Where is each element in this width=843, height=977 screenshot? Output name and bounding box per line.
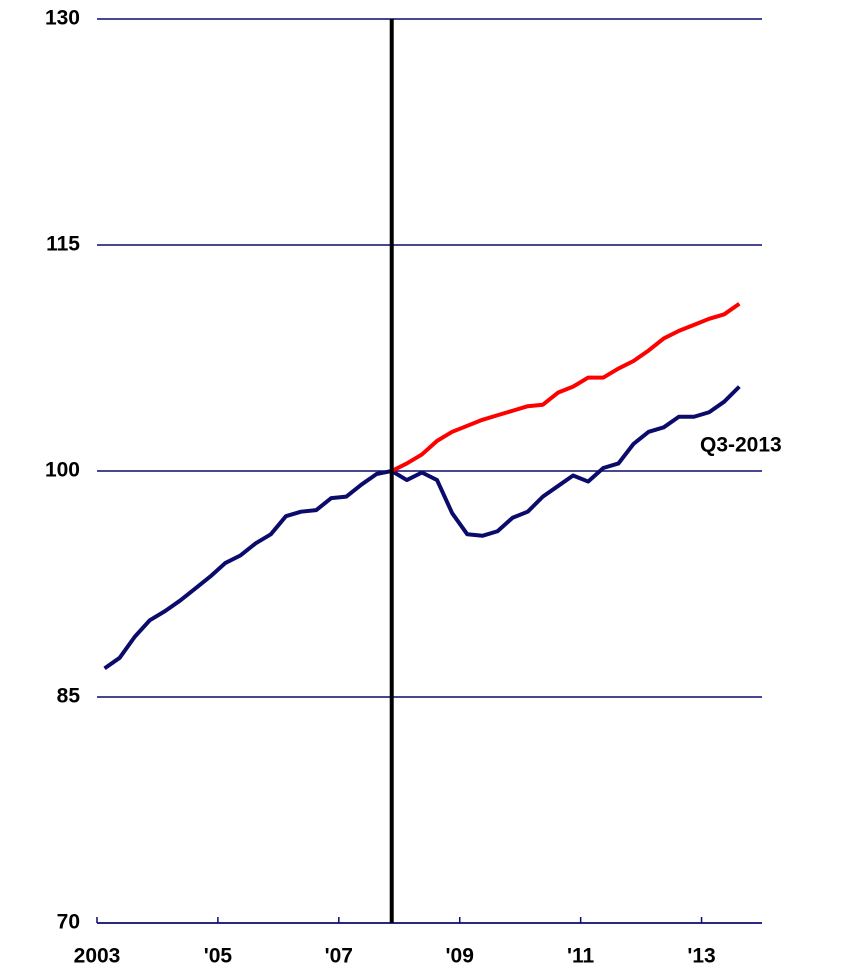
y-tick-label: 85: [57, 685, 81, 708]
x-tick-label: '13: [687, 945, 715, 968]
x-tick-label: 2003: [74, 945, 121, 968]
x-tick-label: '11: [567, 945, 595, 968]
line-series: [390, 302, 741, 473]
x-tick-label: '09: [446, 945, 474, 968]
x-tick-label: '07: [325, 945, 353, 968]
annotation: Q3-2013: [700, 434, 782, 457]
line-series: [103, 385, 741, 671]
x-tick-label: '05: [204, 945, 233, 968]
y-tick-label: 100: [45, 459, 80, 482]
y-tick-label: 130: [45, 7, 80, 30]
y-tick-label: 70: [57, 911, 80, 934]
y-tick-label: 115: [46, 233, 80, 256]
